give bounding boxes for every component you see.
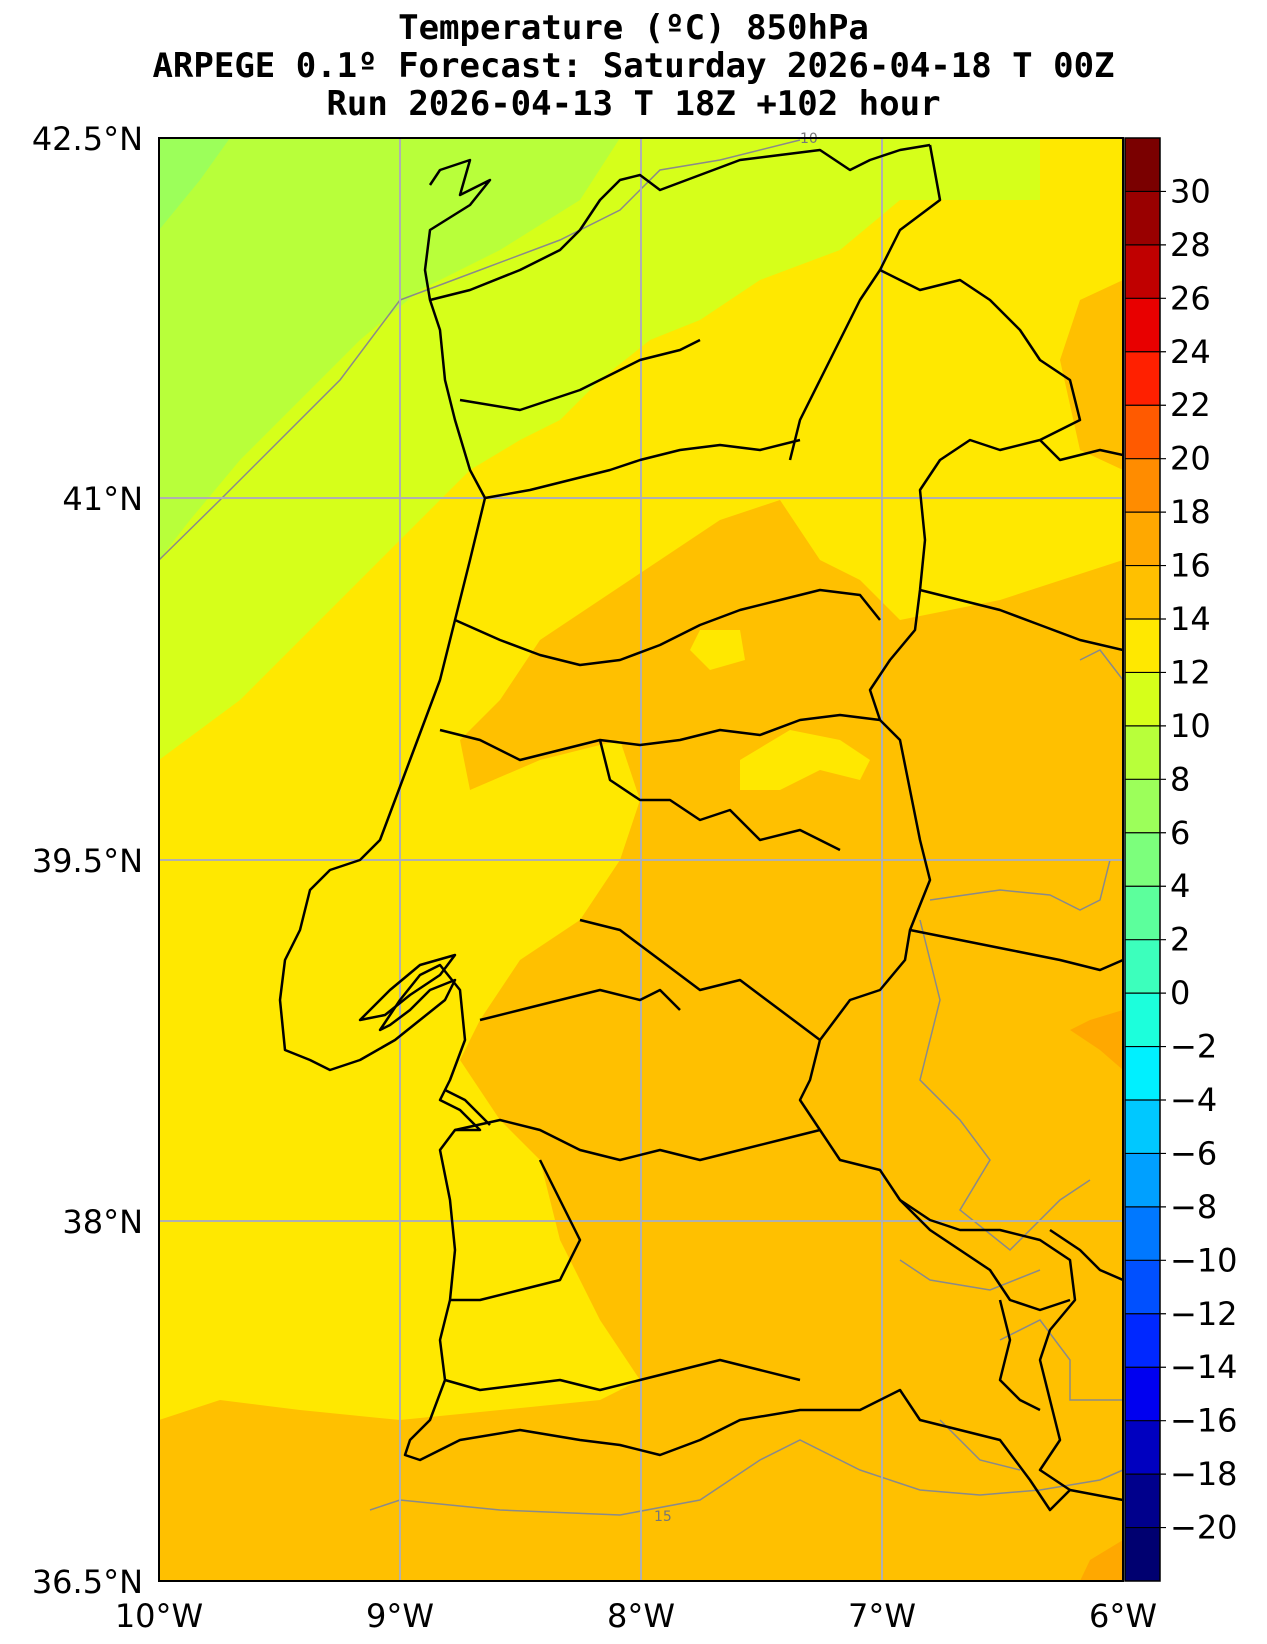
plot-frame xyxy=(158,137,1124,1582)
colorbar-label: −8 xyxy=(1170,1188,1217,1226)
colorbar-segment xyxy=(1125,886,1160,941)
colorbar-segment xyxy=(1125,832,1160,887)
colorbar-label: −16 xyxy=(1170,1402,1238,1440)
colorbar-label: 26 xyxy=(1170,279,1211,317)
band-12-14-island-1 xyxy=(690,630,745,670)
colorbar-segment xyxy=(1125,565,1160,620)
colorbar-frame xyxy=(1124,137,1161,1582)
colorbar-segment xyxy=(1125,1527,1160,1582)
band-16-18-east xyxy=(1070,1010,1123,1070)
colorbar-segment xyxy=(1125,672,1160,727)
colorbar-label: −10 xyxy=(1170,1241,1238,1279)
colorbar-segment xyxy=(1125,298,1160,353)
colorbar-label: 12 xyxy=(1170,653,1211,691)
colorbar-label: 4 xyxy=(1170,867,1190,905)
colorbar-label: −20 xyxy=(1170,1509,1238,1547)
colorbar-label: 22 xyxy=(1170,386,1211,424)
lat-label-36-5n: 36.5°N xyxy=(32,1563,143,1601)
colorbar-segment xyxy=(1125,1313,1160,1368)
lat-label-42-5n: 42.5°N xyxy=(32,120,143,158)
colorbar-label: 14 xyxy=(1170,600,1211,638)
colorbar-label: −18 xyxy=(1170,1455,1238,1493)
colorbar-label: 10 xyxy=(1170,707,1211,745)
colorbar-segment xyxy=(1125,191,1160,246)
colorbar-segment xyxy=(1125,619,1160,673)
lon-label-10w: 10°W xyxy=(115,1597,203,1635)
colorbar-segment xyxy=(1125,1420,1160,1475)
colorbar-label: 28 xyxy=(1170,226,1211,264)
colorbar-segment xyxy=(1125,1206,1160,1261)
colorbar-label: −6 xyxy=(1170,1134,1217,1172)
grid-lines xyxy=(159,138,1123,1581)
colorbar-segment xyxy=(1125,993,1160,1048)
colorbar-segment xyxy=(1125,244,1160,299)
colorbar-label: −14 xyxy=(1170,1348,1238,1386)
colorbar-label: 2 xyxy=(1170,921,1190,959)
title-line-1: Temperature (ºC) 850hPa xyxy=(398,8,869,48)
colorbar-label: −12 xyxy=(1170,1295,1238,1333)
colorbar-segment xyxy=(1125,779,1160,834)
colorbar-segment xyxy=(1125,512,1160,567)
colorbar-segment xyxy=(1125,725,1160,780)
lat-axis: 42.5°N 41°N 39.5°N 38°N 36.5°N xyxy=(32,120,143,1601)
lat-label-39-5n: 39.5°N xyxy=(32,842,143,880)
colorbar-label: 0 xyxy=(1170,974,1190,1012)
lon-label-6w: 6°W xyxy=(1089,1597,1157,1635)
band-16-18-se xyxy=(1080,1540,1123,1581)
colorbar-segment xyxy=(1125,1367,1160,1422)
title-line-2: ARPEGE 0.1º Forecast: Saturday 2026-04-1… xyxy=(152,46,1115,86)
colorbar-segment xyxy=(1125,1100,1160,1154)
coastline-and-borders xyxy=(278,143,1123,1512)
colorbar-segment xyxy=(1125,1260,1160,1315)
colorbar-label: 30 xyxy=(1170,172,1211,210)
colorbar-segment xyxy=(1125,405,1160,460)
colorbar-label: 24 xyxy=(1170,333,1211,371)
contour-label-15: 15 xyxy=(654,1509,672,1525)
colorbar-label: 20 xyxy=(1170,440,1211,478)
band-6-8 xyxy=(159,138,230,230)
lon-label-7w: 7°W xyxy=(848,1597,916,1635)
colorbar-segment xyxy=(1125,138,1160,192)
colorbar: 302826242220181614121086420−2−4−6−8−10−1… xyxy=(1124,137,1238,1582)
colorbar-segment xyxy=(1125,351,1160,406)
colorbar-segment xyxy=(1125,458,1160,513)
lon-label-9w: 9°W xyxy=(366,1597,434,1635)
colorbar-label: 6 xyxy=(1170,814,1190,852)
band-12-14-island-2 xyxy=(740,730,870,790)
lon-label-8w: 8°W xyxy=(607,1597,675,1635)
colorbar-label: −4 xyxy=(1170,1081,1217,1119)
lat-label-41n: 41°N xyxy=(62,480,143,518)
colorbar-label: 18 xyxy=(1170,493,1211,531)
colorbar-segment xyxy=(1125,1046,1160,1101)
colorbar-segment xyxy=(1125,1153,1160,1208)
lat-label-38n: 38°N xyxy=(62,1203,143,1241)
colorbar-segment xyxy=(1125,1474,1160,1529)
contour-lines xyxy=(159,139,1123,1516)
band-10-12-north xyxy=(560,138,1040,330)
colorbar-label: −2 xyxy=(1170,1028,1217,1066)
colorbar-label: 8 xyxy=(1170,760,1190,798)
colorbar-label: 16 xyxy=(1170,547,1211,585)
lon-axis: 10°W 9°W 8°W 7°W 6°W xyxy=(115,1597,1157,1635)
title-line-3: Run 2026-04-13 T 18Z +102 hour xyxy=(326,84,941,124)
band-8-10 xyxy=(159,138,620,560)
colorbar-segment xyxy=(1125,939,1160,994)
